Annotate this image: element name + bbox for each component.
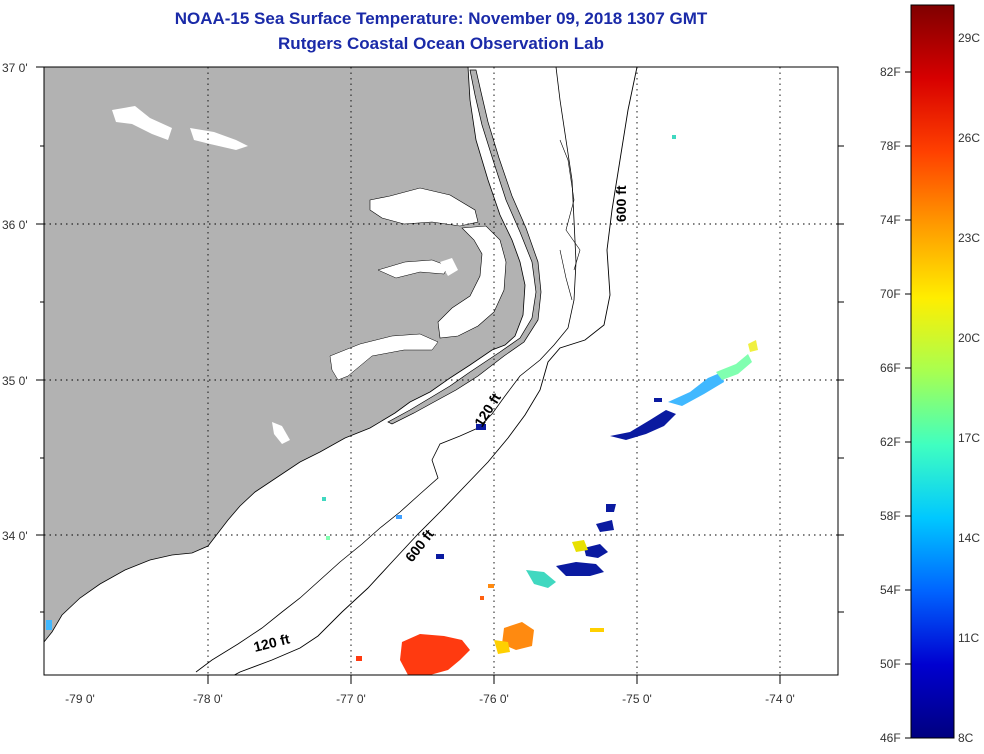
contour-600ft [233,67,638,675]
coast-shelf-outline [559,139,581,301]
sst-dot-1 [488,584,494,588]
outer-banks [387,69,542,425]
sst-dot-11 [322,497,326,501]
sst-dot-10 [46,620,52,630]
lon-label-74: -74 0' [765,692,795,706]
sst-patch-yellow [494,640,510,654]
sst-dot-7 [476,424,486,430]
map-subtitle: Rutgers Coastal Ocean Observation Lab [278,34,604,53]
lat-label-36: 36 0' [2,218,28,232]
sst-patch-blue-offshore [610,410,676,440]
sst-patch-blue-4 [606,504,616,512]
sst-patch-blue-1 [556,562,604,576]
sst-patch-yellow-2 [572,540,588,552]
sst-dot-5 [654,398,662,402]
sst-patches [46,135,758,675]
lat-label-37: 37 0' [2,61,28,75]
lat-label-34: 34 0' [2,529,28,543]
lake-2 [190,128,248,150]
lon-label-79: -79 0' [65,692,95,706]
lake-1 [112,106,172,140]
sst-patch-yellow-ne [748,340,758,352]
sst-dot-6 [436,554,444,559]
sst-patch-lightgreen [716,354,752,380]
lon-label-76: -76 0' [479,692,509,706]
sst-dot-8 [396,515,402,519]
contour-120ft [195,67,577,673]
lon-label-75: -75 0' [622,692,652,706]
map-title: NOAA-15 Sea Surface Temperature: Novembe… [174,9,708,28]
sst-patch-blue-2 [584,544,608,558]
sst-dot-12 [326,536,330,540]
albemarle-sound [369,187,479,227]
sst-patch-cyan-offshore [668,372,724,406]
sst-patch-cyan-1 [526,570,556,588]
lon-label-78: -78 0' [193,692,223,706]
ticks [36,66,844,684]
lake-4 [440,258,458,276]
sst-dot-3 [356,656,362,661]
sst-patch-orange [502,622,534,650]
contour-label-600ft-north: 600 ft [613,185,629,222]
lat-label-35: 35 0' [2,374,28,388]
sst-dot-9 [672,135,676,139]
sst-patch-warm-south [400,634,470,675]
gridlines [44,67,838,675]
sst-dot-4 [590,628,604,632]
plot-frame [43,66,839,676]
pamlico-sound [437,225,507,339]
sst-patch-blue-3 [596,520,614,532]
neuse-river [329,333,439,381]
sst-dot-2 [480,596,484,600]
lake-3 [272,422,290,444]
lon-label-77: -77 0' [336,692,366,706]
